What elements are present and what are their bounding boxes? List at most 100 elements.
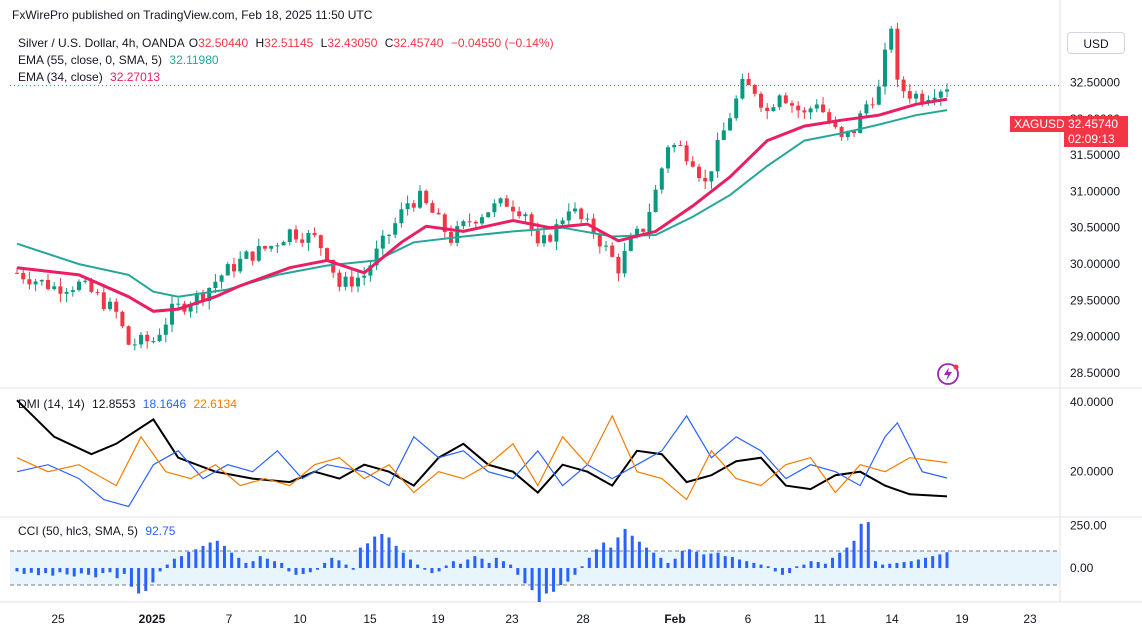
cci-bar	[337, 560, 341, 568]
candle-body	[219, 275, 224, 282]
symbol-title[interactable]: Silver / U.S. Dollar, 4h, OANDA	[18, 36, 185, 50]
cci-bar	[151, 568, 155, 583]
cci-bar	[745, 561, 749, 568]
candle-body	[411, 203, 416, 208]
candle-body	[21, 272, 26, 280]
candle-body	[585, 218, 590, 220]
cci-bar	[652, 552, 656, 568]
candle-body	[318, 235, 323, 249]
candle-body	[678, 144, 683, 146]
candle-body	[306, 232, 311, 243]
cci-bar	[859, 523, 863, 568]
cci-bar	[530, 568, 534, 591]
price-tick-label: 30.50000	[1070, 221, 1120, 235]
candle-body	[281, 242, 286, 246]
cci-bar	[380, 534, 384, 568]
candle-body	[325, 248, 329, 260]
candle-body	[728, 118, 732, 131]
time-tick-label: 7	[226, 612, 233, 626]
cci-bar	[909, 561, 913, 568]
candle-body	[511, 206, 515, 212]
cci-bar	[416, 564, 420, 568]
cci-value: 92.75	[145, 524, 176, 538]
cci-bar	[258, 556, 262, 568]
cci-bar	[609, 547, 613, 568]
candle-body	[666, 147, 670, 169]
price-tick-label: 30.00000	[1070, 257, 1120, 271]
candle-body	[573, 208, 577, 212]
cci-bar	[823, 563, 827, 568]
candle-body	[548, 235, 553, 242]
candle-body	[932, 97, 937, 100]
cci-bar	[158, 568, 162, 572]
cci-bar	[888, 563, 892, 568]
cci-bar	[695, 551, 699, 568]
candle-body	[560, 220, 565, 225]
ema55-legend[interactable]: EMA (55, close, 0, SMA, 5) 32.11980	[18, 53, 223, 67]
candle-body	[250, 251, 255, 261]
di-minus-line	[16, 414, 948, 501]
cci-bar	[344, 564, 348, 568]
cci-bar	[394, 545, 398, 568]
cci-bar	[72, 568, 76, 577]
candle-body	[802, 110, 807, 113]
cci-bar	[129, 568, 133, 587]
cci-bar	[523, 568, 527, 584]
candle-body	[641, 228, 646, 232]
cci-bar	[58, 568, 62, 573]
candle-body	[461, 221, 466, 227]
candle-body	[895, 28, 900, 80]
ema34-legend[interactable]: EMA (34, close) 32.27013	[18, 70, 164, 84]
close-label: C	[384, 36, 394, 50]
cci-bar	[487, 562, 491, 568]
currency-button[interactable]: USD	[1067, 32, 1125, 54]
candle-body	[275, 245, 280, 247]
cci-bar	[94, 568, 98, 578]
candle-body	[492, 203, 497, 213]
time-tick-label: 2025	[139, 612, 166, 626]
ema34-line	[16, 97, 948, 313]
cci-bar	[687, 549, 691, 568]
cci-bar	[451, 561, 455, 568]
cci-bar	[144, 568, 148, 591]
candle-body	[418, 190, 422, 208]
candle-body	[39, 279, 44, 282]
cci-bar	[501, 561, 505, 568]
cci-bar	[87, 568, 91, 575]
cci-bar	[36, 568, 40, 576]
candle-body	[399, 209, 404, 224]
time-tick-label: 15	[363, 612, 377, 626]
candle-body	[746, 78, 751, 86]
cci-bar	[180, 556, 184, 568]
candle-body	[244, 251, 249, 259]
time-tick-label: 10	[293, 612, 307, 626]
candle-body	[759, 93, 763, 108]
dmi-legend[interactable]: DMI (14, 14) 12.8553 18.1646 22.6134	[18, 397, 241, 411]
candle-body	[213, 281, 218, 288]
candle-body	[901, 79, 906, 92]
cci-bar	[430, 568, 434, 574]
candle-body	[690, 161, 695, 167]
candle-body	[703, 178, 708, 182]
time-tick-label: Feb	[664, 612, 685, 626]
candle-body	[33, 281, 38, 285]
cci-legend[interactable]: CCI (50, hlc3, SMA, 5) 92.75	[18, 524, 179, 538]
cci-bar	[115, 568, 119, 579]
candle-body	[442, 214, 447, 232]
change-value: −0.04550 (−0.14%)	[450, 36, 554, 50]
candle-body	[914, 93, 918, 99]
candle-body	[467, 221, 472, 223]
candle-body	[480, 217, 484, 224]
candle-body	[709, 171, 714, 182]
candle-body	[486, 212, 491, 218]
cci-bar	[308, 568, 312, 573]
candle-body	[808, 108, 813, 113]
cci-bar	[566, 568, 570, 582]
cci-bar	[237, 557, 241, 568]
cci-bar	[315, 568, 319, 570]
cci-bar	[559, 568, 563, 585]
lightning-icon[interactable]	[936, 362, 960, 386]
candle-body	[858, 113, 863, 134]
cci-bar	[44, 568, 48, 574]
